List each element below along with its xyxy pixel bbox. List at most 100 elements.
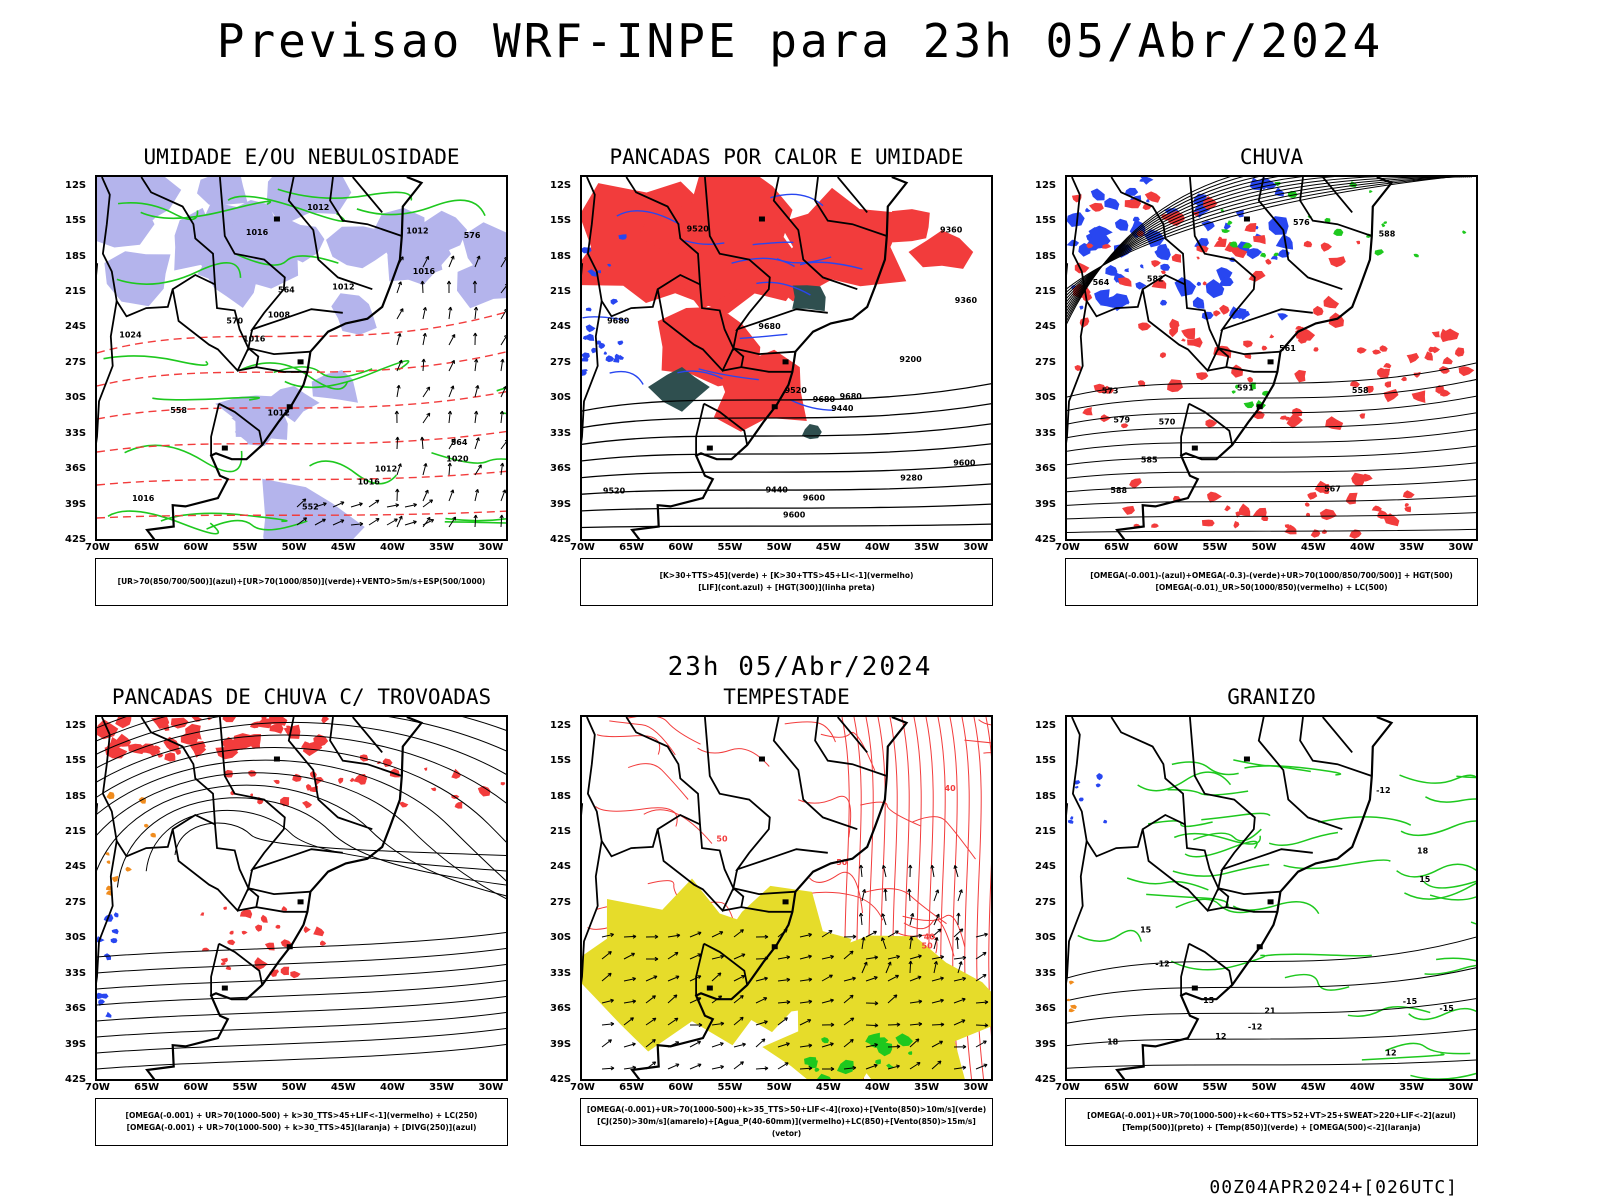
rain-area-red <box>1169 327 1179 338</box>
rain-area-red <box>1360 473 1373 482</box>
longitude-tick-label: 30W <box>478 1082 504 1093</box>
geography-layer <box>1067 717 1394 1079</box>
humidity-area-blue <box>326 226 392 269</box>
geography-layer <box>1067 177 1394 539</box>
border-line <box>1071 717 1186 858</box>
thunderstorm-area-red <box>239 909 253 919</box>
lifted-index-contour <box>799 261 863 270</box>
border-line <box>722 887 745 912</box>
forecast-map-6: -12 -12 -12 -15 -15 15 12 18 21 18 15 12 15 <box>1065 715 1478 1081</box>
rain-area-red <box>1089 202 1104 212</box>
latitude-tick-label: 42S <box>1035 1074 1057 1085</box>
temperature-850-contour <box>1408 1007 1476 1021</box>
contour-label: -12 <box>1376 786 1390 795</box>
longitude-tick-label: 40W <box>865 542 890 553</box>
contour-label: 1016 <box>413 267 436 276</box>
forecast-map-4 <box>95 715 508 1081</box>
legend-line: [CJ(250)>30m/s](amarelo)+[Agua_P(40-60mm… <box>597 1117 976 1138</box>
height-isoline <box>1067 177 1462 309</box>
longitude-tick-label: 30W <box>478 542 504 553</box>
lifted-index-contour <box>789 399 835 411</box>
wind-vector <box>843 934 857 939</box>
humidity-contour-green <box>444 520 506 524</box>
temperature-850-contour <box>1400 820 1476 837</box>
border-line <box>237 887 260 912</box>
wind-vector <box>887 994 898 1004</box>
field-layer: -12 -12 -12 -15 -15 15 12 18 21 18 15 12 15 <box>1067 759 1476 1079</box>
rain-area-red <box>1294 369 1306 383</box>
wind-vector <box>755 1020 768 1026</box>
humidity-contour-green <box>309 460 398 485</box>
rain-area-blue <box>1235 210 1244 218</box>
latitude-tick-label: 30S <box>550 392 572 404</box>
temperature-500-isoline <box>1067 967 1476 1002</box>
thunderstorm-area-red <box>280 966 290 976</box>
border-line <box>1299 717 1373 777</box>
panel-legend: [OMEGA(-0.001)+UR>70(1000-500)+k>35_TTS>… <box>580 1098 993 1146</box>
wind-vector <box>887 1064 900 1070</box>
rain-area-blue <box>1144 229 1165 248</box>
longitude-tick-label: 60W <box>183 1082 209 1093</box>
lake-marker <box>1191 445 1198 451</box>
hail-area-blue <box>1070 816 1074 820</box>
border-line <box>1218 887 1281 896</box>
wind-vector <box>500 283 506 294</box>
temperature-500-isoline <box>1067 1059 1476 1069</box>
bottom-row-time-title: 23h 05/Abr/2024 <box>667 652 933 682</box>
height-isoline <box>1067 445 1476 466</box>
wind-vector <box>755 976 768 982</box>
lake-marker <box>1243 216 1250 222</box>
precipitable-water-contour <box>978 719 991 726</box>
latitude-tick-label: 18S <box>65 790 87 802</box>
rain-area-red <box>1404 506 1412 513</box>
wind-vector <box>500 385 506 398</box>
temperature-850-contour <box>1172 863 1270 877</box>
latitude-tick-label: 33S <box>65 967 87 979</box>
humidity-contour-green <box>445 517 506 522</box>
wind-vector <box>843 1065 857 1071</box>
rain-area-red <box>1252 507 1267 518</box>
height-isoline <box>1067 177 1453 293</box>
lake-marker <box>706 445 713 451</box>
latitude-tick-label: 39S <box>550 498 572 510</box>
coastline <box>630 717 909 1079</box>
temperature-850-contour <box>1167 788 1249 796</box>
wind-vector <box>821 974 833 982</box>
lake-marker <box>782 899 789 905</box>
border-line <box>1184 284 1224 352</box>
humidity-area-blue <box>457 259 506 309</box>
coastline <box>630 177 909 539</box>
border-line <box>837 177 868 213</box>
wind-vector <box>499 514 504 528</box>
wind-vector <box>422 412 431 424</box>
wind-vector <box>689 1040 702 1048</box>
latitude-tick-label: 12S <box>550 179 572 191</box>
rain-area-blue <box>1201 220 1215 232</box>
instability-area-green <box>648 367 710 412</box>
lake-marker <box>286 944 293 950</box>
contour-label: 18 <box>1417 846 1429 855</box>
contour-label: 585 <box>1141 455 1158 464</box>
wind-vector <box>975 1040 987 1048</box>
run-time-footer: 00Z04APR2024+[026UTC] <box>1209 1177 1458 1198</box>
wind-vector <box>975 1000 989 1005</box>
height-isoline <box>1067 495 1476 506</box>
rain-area-green <box>1226 220 1233 226</box>
contour-label: 564 <box>278 286 295 295</box>
rain-area-red <box>1313 347 1319 352</box>
thunderstorm-area-red <box>200 912 205 916</box>
border-line <box>1141 289 1220 373</box>
latitude-tick-label: 18S <box>550 790 572 802</box>
contour-label: 588 <box>1379 229 1396 238</box>
latitude-tick-label: 21S <box>1035 826 1057 838</box>
rain-area-red <box>1103 385 1115 394</box>
rain-area-red <box>1074 365 1081 371</box>
contour-label: 9360 <box>955 296 978 305</box>
lake-marker <box>273 756 280 762</box>
temperature-850-contour <box>1318 816 1412 826</box>
wind-vector <box>887 1022 901 1027</box>
rain-area-red <box>1325 416 1344 430</box>
lifted-index-contour <box>770 193 824 207</box>
contour-label: 9520 <box>785 386 808 395</box>
rain-area-red <box>1137 380 1146 387</box>
